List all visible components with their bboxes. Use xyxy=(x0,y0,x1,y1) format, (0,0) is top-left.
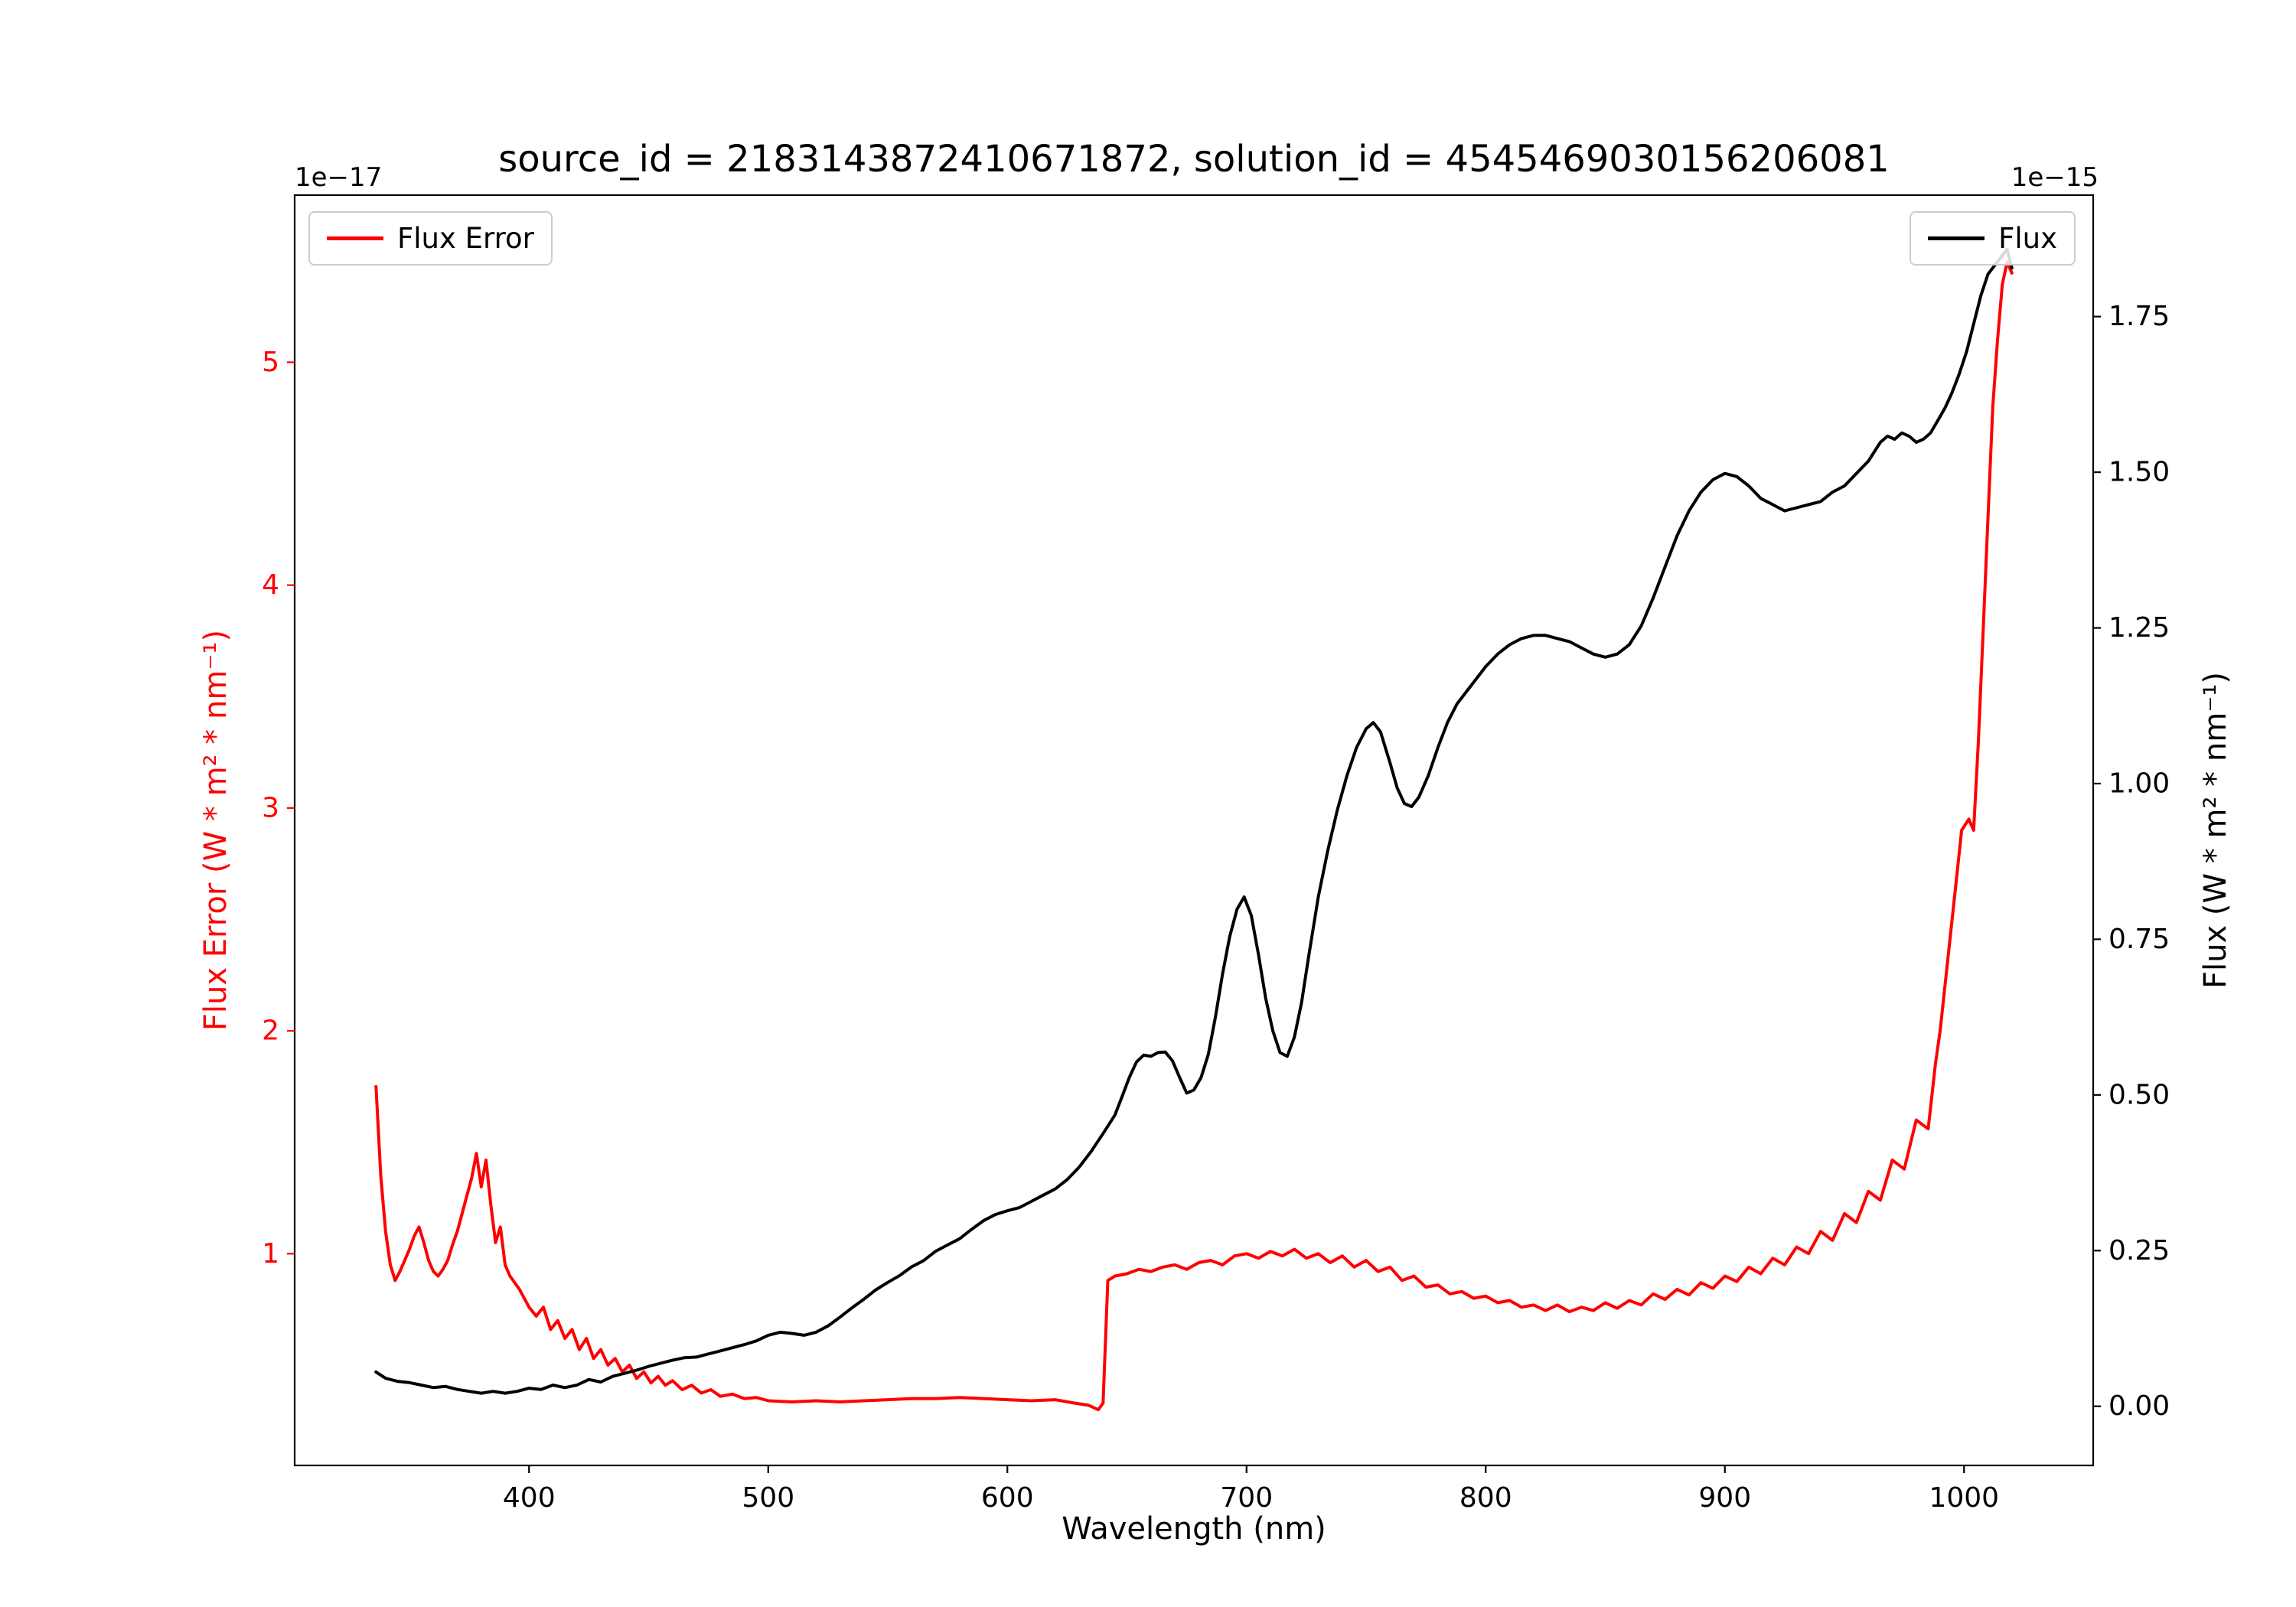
svg-text:1000: 1000 xyxy=(1929,1482,1999,1514)
legend-flux-error: Flux Error xyxy=(308,211,553,266)
svg-text:4: 4 xyxy=(262,569,279,601)
svg-text:1.75: 1.75 xyxy=(2108,301,2170,332)
svg-text:1: 1 xyxy=(262,1238,279,1270)
flux-line-swatch xyxy=(1928,236,1985,240)
right-y-axis-label: Flux (W * m² * nm⁻¹) xyxy=(2198,672,2233,989)
svg-text:400: 400 xyxy=(503,1482,556,1514)
svg-text:3: 3 xyxy=(262,792,279,823)
legend-flux-label: Flux xyxy=(1998,222,2057,255)
chart-title: source_id = 2183143872410671872, solutio… xyxy=(498,138,1890,181)
flux-error-line-swatch xyxy=(327,236,383,240)
legend-flux-error-label: Flux Error xyxy=(397,222,534,255)
svg-text:0.75: 0.75 xyxy=(2108,924,2170,955)
left-y-axis-label: Flux Error (W * m² * nm⁻¹) xyxy=(198,629,233,1032)
x-axis-label: Wavelength (nm) xyxy=(1062,1511,1326,1547)
svg-text:5: 5 xyxy=(262,347,279,378)
series-line-flux-error xyxy=(374,260,2014,1412)
svg-text:800: 800 xyxy=(1459,1482,1512,1514)
svg-text:1.25: 1.25 xyxy=(2108,612,2170,644)
right-axis-offset-text: 1e−15 xyxy=(2011,162,2099,193)
svg-text:500: 500 xyxy=(742,1482,794,1514)
svg-text:1.50: 1.50 xyxy=(2108,457,2170,488)
svg-text:1.00: 1.00 xyxy=(2108,768,2170,799)
svg-text:0.25: 0.25 xyxy=(2108,1235,2170,1266)
svg-text:900: 900 xyxy=(1698,1482,1751,1514)
svg-text:0.50: 0.50 xyxy=(2108,1079,2170,1110)
legend-flux: Flux xyxy=(1910,211,2076,266)
left-axis-offset-text: 1e−17 xyxy=(295,162,383,193)
series-line-flux xyxy=(374,247,2014,1395)
svg-text:0.00: 0.00 xyxy=(2108,1390,2170,1422)
svg-text:2: 2 xyxy=(262,1015,279,1047)
svg-text:600: 600 xyxy=(981,1482,1034,1514)
svg-text:700: 700 xyxy=(1220,1482,1273,1514)
